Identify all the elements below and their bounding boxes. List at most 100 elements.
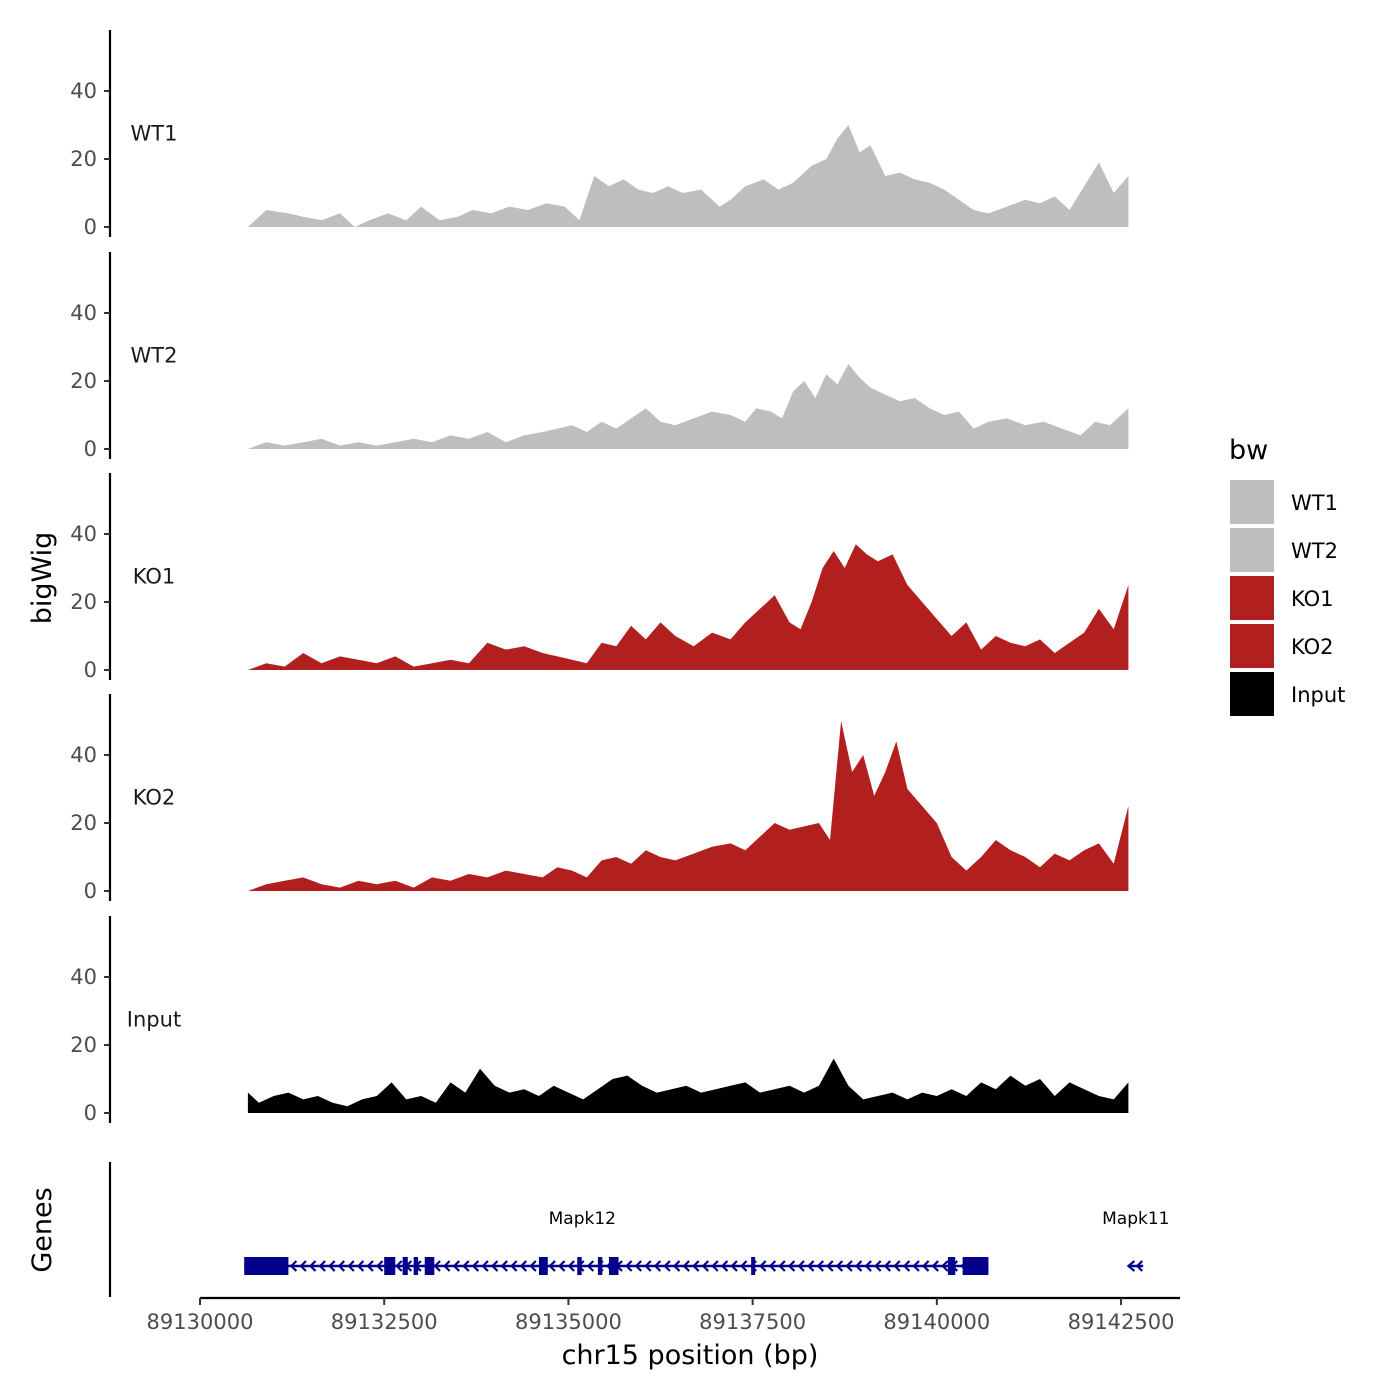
legend-label-ko2: KO2 — [1291, 635, 1334, 659]
track-label: KO2 — [133, 786, 176, 810]
legend-key-wt2 — [1230, 528, 1274, 572]
x-tick-label: 89135000 — [515, 1310, 622, 1334]
y-tick-label: 20 — [70, 590, 97, 614]
y-tick-label: 0 — [84, 658, 97, 682]
strand-arrow — [826, 1260, 834, 1272]
strand-arrow — [308, 1260, 317, 1272]
gene-mapk12: Mapk12 — [244, 1209, 989, 1275]
legend-label-wt2: WT2 — [1291, 539, 1338, 563]
x-axis: 89130000 89132500 89135000 89137500 89140000… — [147, 1296, 1180, 1334]
strand-arrow — [778, 1260, 786, 1272]
exon — [244, 1257, 289, 1275]
strand-arrow — [883, 1260, 892, 1272]
strand-arrow — [337, 1260, 346, 1272]
track-label: KO1 — [133, 565, 176, 589]
area-wt1 — [247, 125, 1129, 227]
x-axis-title: chr15 position (bp) — [562, 1340, 819, 1371]
strand-arrow — [912, 1260, 920, 1272]
gene-mapk11: Mapk11 — [1102, 1209, 1169, 1272]
y-tick-label: 0 — [84, 215, 97, 239]
area-wt2 — [247, 364, 1129, 449]
genes-panel: Mapk12 Mapk11 — [108, 1162, 1169, 1297]
strand-arrow — [471, 1260, 480, 1272]
track-label: WT1 — [131, 122, 178, 146]
strand-arrow — [433, 1260, 441, 1272]
track-ko2: 0 20 40 KO2 — [70, 694, 1129, 903]
strand-arrow — [347, 1260, 355, 1272]
x-tick-label: 89137500 — [699, 1310, 806, 1334]
strand-arrow — [490, 1260, 499, 1272]
legend-label-wt1: WT1 — [1291, 491, 1338, 515]
strand-arrow — [730, 1260, 738, 1272]
exon — [751, 1257, 756, 1275]
y-tick-label: 40 — [70, 522, 97, 546]
exon — [384, 1257, 396, 1275]
exon — [538, 1257, 548, 1275]
strand-arrow — [625, 1260, 633, 1272]
strand-arrow — [941, 1260, 949, 1272]
gene-label: Mapk12 — [549, 1209, 616, 1229]
strand-arrow — [663, 1260, 671, 1272]
strand-arrow — [787, 1260, 796, 1272]
strand-arrow — [328, 1260, 336, 1272]
y-tick-label: 40 — [70, 743, 97, 767]
strand-arrow — [797, 1260, 805, 1272]
strand-arrow — [548, 1260, 556, 1272]
y-tick-label: 0 — [84, 437, 97, 461]
strand-arrow — [692, 1260, 700, 1272]
exon — [597, 1257, 603, 1275]
strand-arrow — [816, 1260, 824, 1272]
exon — [577, 1257, 582, 1275]
y-tick-label: 20 — [70, 147, 97, 171]
strand-arrow — [720, 1260, 729, 1272]
y-tick-label: 40 — [70, 301, 97, 325]
strand-arrow — [768, 1260, 777, 1272]
strand-arrow — [376, 1260, 384, 1272]
x-tick-label: 89132500 — [331, 1310, 438, 1334]
x-tick-label: 89140000 — [883, 1310, 990, 1334]
strand-arrow — [653, 1260, 662, 1272]
y-tick-label: 20 — [70, 369, 97, 393]
legend-key-input — [1230, 672, 1274, 716]
y-axis-title: bigWig — [27, 532, 58, 625]
track-wt2: 0 20 40 WT2 — [70, 252, 1129, 461]
exon — [608, 1257, 619, 1275]
exon — [424, 1257, 435, 1275]
strand-arrow — [1135, 1260, 1144, 1272]
strand-arrow — [902, 1260, 911, 1272]
strand-arrow — [807, 1260, 815, 1272]
track-panels: 0 20 40 WT1 0 20 40 WT2 0 20 40 KO1 0 20 40 KO2 0 20 40 Inp… — [70, 30, 1129, 1125]
exon — [402, 1257, 408, 1275]
strand-arrow — [711, 1260, 719, 1272]
legend-key-ko1 — [1230, 576, 1274, 620]
strand-arrow — [759, 1260, 767, 1272]
strand-arrow — [586, 1260, 595, 1272]
strand-arrow — [835, 1260, 844, 1272]
strand-arrow — [289, 1260, 298, 1272]
strand-arrow — [443, 1260, 451, 1272]
strand-arrow — [481, 1260, 489, 1272]
legend-label-ko1: KO1 — [1291, 587, 1334, 611]
strand-arrow — [634, 1260, 642, 1272]
legend-title: bw — [1229, 435, 1268, 466]
y-tick-label: 20 — [70, 811, 97, 835]
strand-arrow — [366, 1260, 374, 1272]
y-tick-label: 40 — [70, 965, 97, 989]
strand-arrow — [567, 1260, 575, 1272]
strand-arrow — [701, 1260, 710, 1272]
legend-label-input: Input — [1291, 683, 1345, 707]
exon — [962, 1257, 989, 1275]
y-tick-label: 40 — [70, 79, 97, 103]
strand-arrow — [558, 1260, 566, 1272]
strand-arrow — [682, 1260, 690, 1272]
strand-arrow — [299, 1260, 307, 1272]
legend-key-wt1 — [1230, 480, 1274, 524]
strand-arrow — [644, 1260, 652, 1272]
y-tick-label: 0 — [84, 1101, 97, 1125]
strand-arrow — [874, 1260, 882, 1272]
x-tick-label: 89142500 — [1068, 1310, 1175, 1334]
area-ko1 — [247, 544, 1129, 670]
strand-arrow — [922, 1260, 930, 1272]
exon — [413, 1257, 419, 1275]
